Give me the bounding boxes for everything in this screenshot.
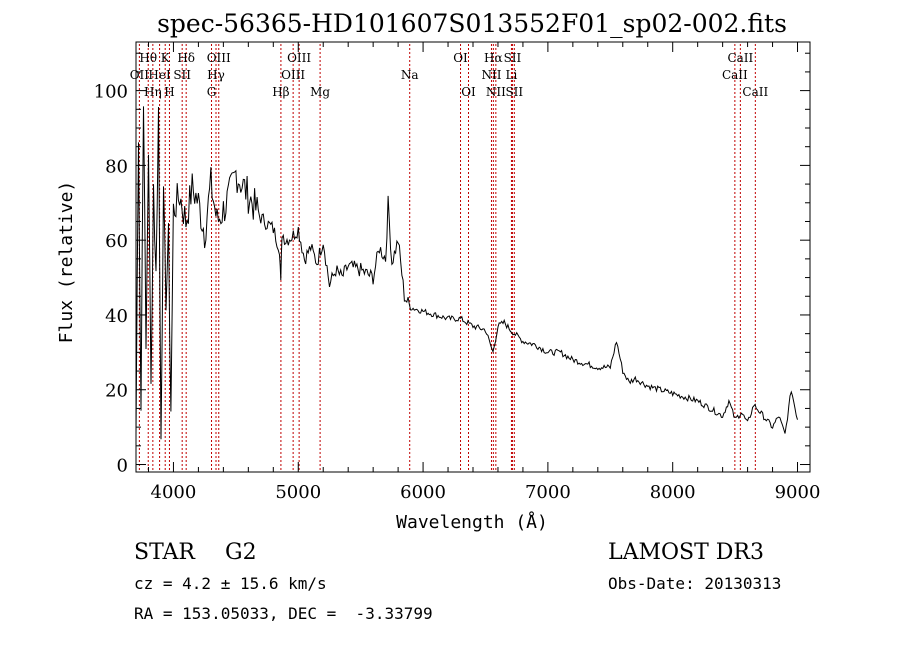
survey-label: LAMOST DR3 — [608, 540, 764, 565]
line-label: Mg — [310, 85, 330, 99]
line-label: OI — [461, 85, 476, 99]
redshift-readout: cz = 4.2 ± 15.6 km/s — [134, 574, 327, 593]
line-label: Hθ — [139, 51, 157, 65]
subclass-value: G2 — [225, 540, 257, 565]
line-label: SII — [505, 85, 523, 99]
y-tick-label: 40 — [105, 306, 128, 327]
line-label: OIII — [281, 68, 305, 82]
line-label: Hδ — [177, 51, 195, 65]
y-tick-label: 60 — [105, 231, 128, 252]
line-label: G — [207, 85, 217, 99]
class-value: STAR — [134, 540, 195, 565]
x-axis: 4000 5000 6000 7000 8000 9000 — [147, 42, 821, 503]
line-label: Hβ — [272, 85, 289, 99]
plot-area-frame — [135, 41, 811, 473]
class-label: STAR G2 — [134, 540, 257, 565]
x-axis-label: Wavelength (Å) — [396, 511, 548, 533]
line-label: HeI — [148, 68, 171, 82]
x-tick-label: 6000 — [400, 482, 446, 503]
y-axis: 0 20 40 60 80 100 — [94, 52, 810, 477]
line-label: H — [164, 85, 174, 99]
line-label: OIII — [287, 51, 311, 65]
line-label: K — [161, 51, 171, 65]
line-label: OI — [453, 51, 468, 65]
x-tick-label: 7000 — [525, 482, 571, 503]
obs-date-readout: Obs-Date: 20130313 — [608, 574, 782, 593]
line-label: OIII — [207, 51, 231, 65]
x-tick-label: 8000 — [650, 482, 696, 503]
spectral-line-labels: OII Hθ Hη HeI K H SII Hδ G Hγ OIII Hβ OIII OIII Mg Na OI… — [130, 51, 769, 99]
line-label: NII — [486, 85, 506, 99]
y-tick-label: 100 — [94, 82, 128, 103]
line-label: CaII — [727, 51, 753, 65]
y-axis-label: Flux (relative) — [56, 181, 77, 344]
line-label: Li — [506, 68, 518, 82]
line-label: Hγ — [207, 68, 225, 82]
y-tick-label: 20 — [105, 381, 128, 402]
line-label: CaII — [722, 68, 748, 82]
spectrum-line — [135, 106, 798, 440]
y-tick-label: 0 — [117, 456, 128, 477]
spectral-line-markers — [138, 44, 756, 472]
line-label: NII — [481, 68, 501, 82]
line-label: SII — [504, 51, 522, 65]
x-tick-label: 5000 — [275, 482, 321, 503]
y-tick-label: 80 — [105, 156, 128, 177]
x-tick-label: 4000 — [151, 482, 197, 503]
line-label: Hη — [144, 85, 162, 99]
line-label: Hα — [484, 51, 503, 65]
coordinates-readout: RA = 153.05033, DEC = -3.33799 — [134, 604, 433, 623]
line-label: Na — [401, 68, 419, 82]
x-tick-label: 9000 — [775, 482, 821, 503]
chart-title: spec-56365-HD101607S013552F01_sp02-002.f… — [157, 9, 787, 38]
line-label: SII — [173, 68, 191, 82]
line-label: CaII — [742, 85, 768, 99]
line-label: OII — [130, 68, 150, 82]
